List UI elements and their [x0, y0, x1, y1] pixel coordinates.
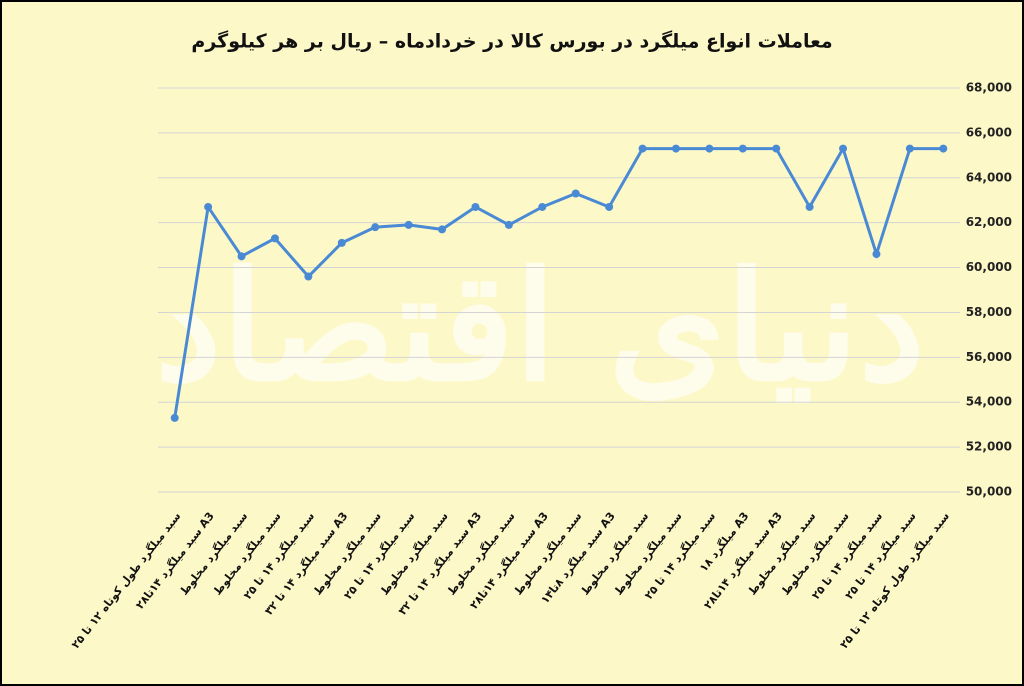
y-tick-label: 56,000: [966, 350, 1012, 364]
point: [905, 144, 914, 153]
y-tick-label: 52,000: [966, 440, 1012, 454]
point: [404, 220, 413, 229]
point: [237, 252, 246, 261]
y-tick-label: 66,000: [966, 125, 1012, 139]
point: [438, 225, 447, 234]
point: [738, 144, 747, 153]
point: [605, 202, 614, 211]
point: [538, 202, 547, 211]
watermark: دنیای اقتصاد: [155, 239, 925, 415]
point: [304, 272, 313, 281]
chart-title: معاملات انواع میلگرد در بورس کالا در خرد…: [191, 30, 832, 53]
y-tick-label: 60,000: [966, 260, 1012, 274]
point: [204, 202, 213, 211]
point: [705, 144, 714, 153]
point: [772, 144, 781, 153]
point: [170, 413, 179, 422]
point: [337, 238, 346, 247]
point: [872, 250, 881, 259]
point: [939, 144, 948, 153]
point: [504, 220, 513, 229]
point: [671, 144, 680, 153]
point: [270, 234, 279, 243]
y-tick-label: 58,000: [966, 305, 1012, 319]
y-tick-label: 62,000: [966, 215, 1012, 229]
point: [471, 202, 480, 211]
point: [371, 223, 380, 232]
point: [638, 144, 647, 153]
y-tick-label: 64,000: [966, 170, 1012, 184]
point: [805, 202, 814, 211]
y-tick-label: 50,000: [966, 485, 1012, 499]
y-tick-label: 68,000: [966, 81, 1012, 95]
line: [173, 144, 944, 419]
y-tick-label: 54,000: [966, 395, 1012, 409]
point: [839, 144, 848, 153]
point: [571, 189, 580, 198]
